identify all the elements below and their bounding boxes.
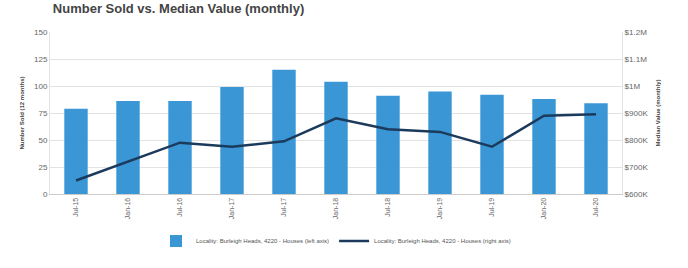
svg-text:Jan-18: Jan-18 [332,198,339,220]
svg-text:Locality: Burleigh Heads, 4220: Locality: Burleigh Heads, 4220 - Houses … [374,238,511,244]
svg-text:25: 25 [38,163,47,172]
svg-text:Locality: Burleigh Heads, 4220: Locality: Burleigh Heads, 4220 - Houses … [196,238,329,244]
svg-text:125: 125 [34,55,48,64]
svg-text:50: 50 [38,136,47,145]
svg-text:$600K: $600K [625,190,649,199]
svg-text:0: 0 [43,190,48,199]
svg-text:Median Value (monthly): Median Value (monthly) [655,79,661,146]
svg-text:75: 75 [38,109,47,118]
svg-text:$1.1M: $1.1M [625,55,648,64]
svg-text:150: 150 [34,28,48,37]
svg-text:Number Sold vs. Median Value (: Number Sold vs. Median Value (monthly) [53,1,304,16]
svg-text:Jul-17: Jul-17 [280,198,287,217]
svg-text:$1M: $1M [625,82,641,91]
svg-text:100: 100 [34,82,48,91]
svg-text:Jul-20: Jul-20 [592,198,599,217]
svg-text:Jan-16: Jan-16 [124,198,131,220]
svg-text:Jul-18: Jul-18 [384,198,391,217]
svg-text:Jul-16: Jul-16 [176,198,183,217]
svg-text:Jul-19: Jul-19 [488,198,495,217]
svg-text:$900K: $900K [625,109,649,118]
svg-text:$800K: $800K [625,136,649,145]
svg-text:$1.2M: $1.2M [625,28,648,37]
svg-text:$700K: $700K [625,163,649,172]
svg-text:Jul-15: Jul-15 [72,198,79,217]
svg-text:Jan-20: Jan-20 [540,198,547,220]
svg-text:Jan-17: Jan-17 [228,198,235,220]
svg-text:Number Sold (12 months): Number Sold (12 months) [19,76,25,149]
svg-text:Jan-19: Jan-19 [436,198,443,220]
